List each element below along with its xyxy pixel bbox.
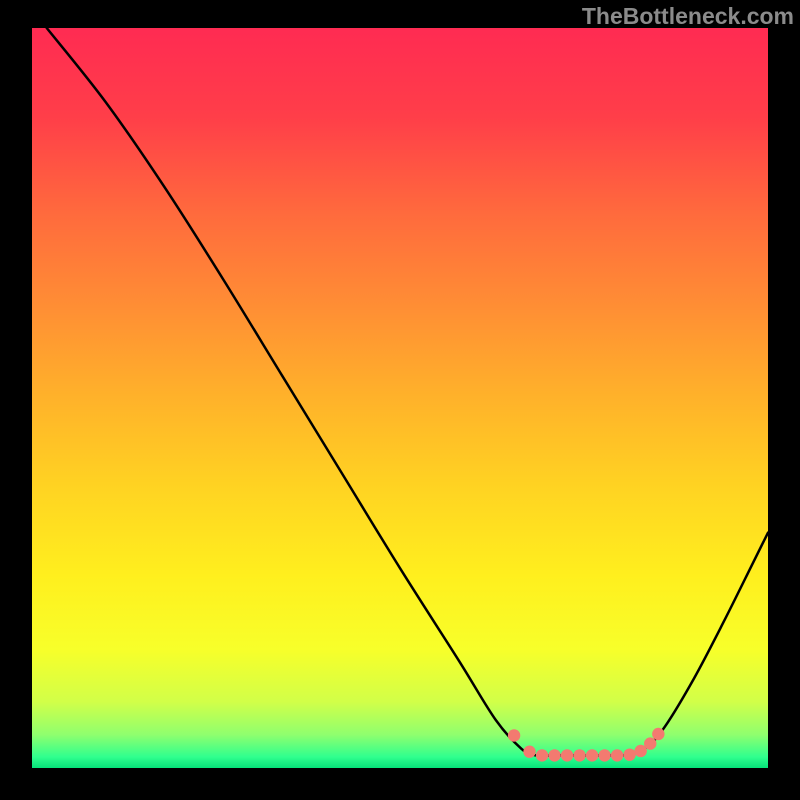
marker-dot bbox=[652, 728, 664, 740]
gradient-background bbox=[32, 28, 768, 768]
watermark-text: TheBottleneck.com bbox=[582, 3, 794, 30]
plot-area bbox=[32, 28, 768, 768]
marker-dot bbox=[598, 749, 610, 761]
marker-dot bbox=[536, 749, 548, 761]
marker-dot bbox=[623, 748, 635, 760]
chart-svg bbox=[32, 28, 768, 768]
marker-dot bbox=[644, 737, 656, 749]
marker-dot bbox=[586, 749, 598, 761]
marker-dot bbox=[523, 746, 535, 758]
marker-dot bbox=[611, 749, 623, 761]
marker-dot bbox=[548, 749, 560, 761]
marker-dot bbox=[508, 729, 520, 741]
marker-dot bbox=[573, 749, 585, 761]
marker-dot bbox=[561, 749, 573, 761]
